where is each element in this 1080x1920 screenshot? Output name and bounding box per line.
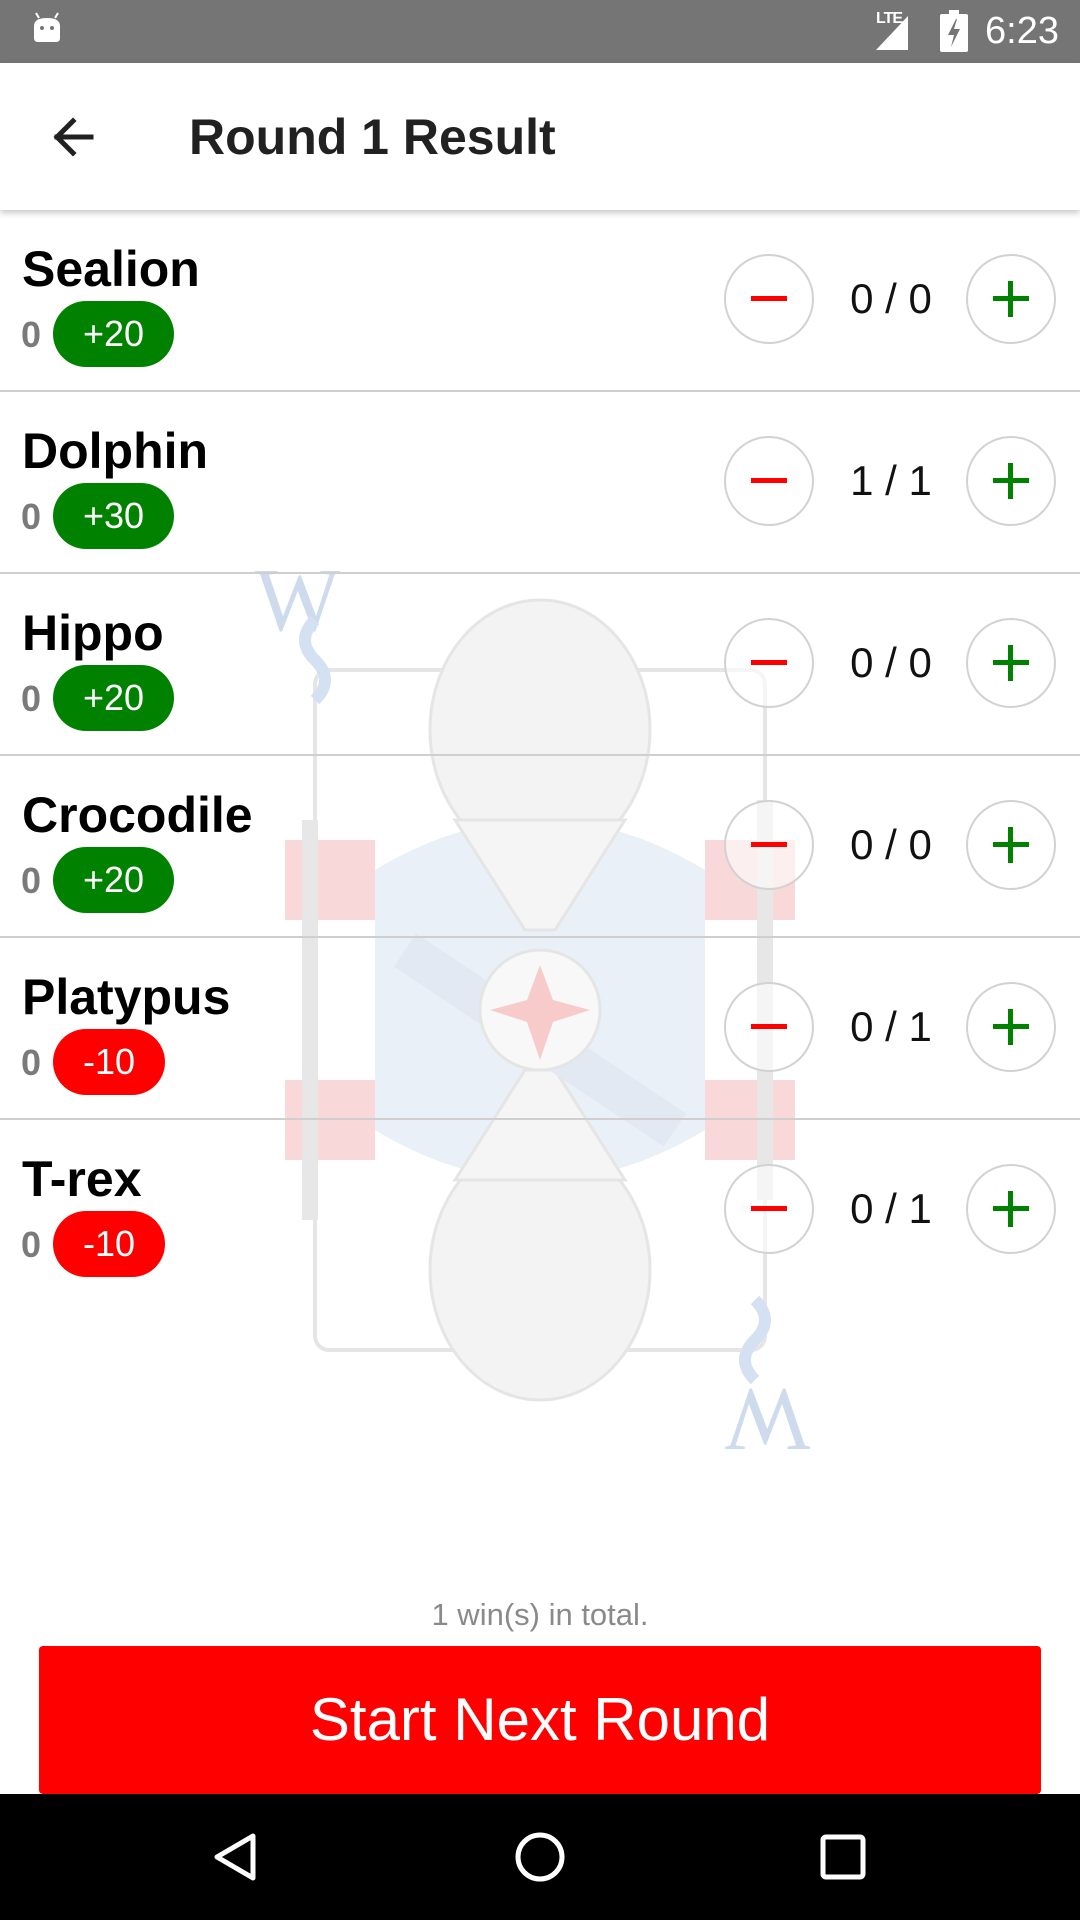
increase-tricks-button[interactable] bbox=[966, 982, 1056, 1072]
start-next-round-button[interactable]: Start Next Round bbox=[39, 1646, 1041, 1794]
signal-icon bbox=[876, 16, 908, 50]
nav-home-button[interactable] bbox=[507, 1824, 573, 1890]
plus-icon bbox=[993, 827, 1029, 863]
decrease-tricks-button[interactable] bbox=[724, 254, 814, 344]
minus-icon bbox=[751, 1024, 787, 1029]
decrease-tricks-button[interactable] bbox=[724, 436, 814, 526]
app-bar: Round 1 Result bbox=[0, 63, 1080, 210]
navigation-bar bbox=[0, 1794, 1080, 1920]
page-title: Round 1 Result bbox=[189, 109, 556, 165]
player-row: Dolphin 0 +30 1 / 1 bbox=[0, 392, 1080, 574]
decrease-tricks-button[interactable] bbox=[724, 982, 814, 1072]
clock: 6:23 bbox=[985, 10, 1059, 52]
score-delta-badge: -10 bbox=[53, 1029, 166, 1095]
plus-icon bbox=[993, 281, 1029, 317]
battery-charging-icon bbox=[940, 10, 968, 52]
player-row: T-rex 0 -10 0 / 1 bbox=[0, 1120, 1080, 1302]
decrease-tricks-button[interactable] bbox=[724, 1164, 814, 1254]
tricks-counter: 1 / 1 bbox=[850, 457, 932, 504]
increase-tricks-button[interactable] bbox=[966, 618, 1056, 708]
player-name: Platypus bbox=[22, 969, 231, 1025]
increase-tricks-button[interactable] bbox=[966, 1164, 1056, 1254]
plus-icon bbox=[993, 463, 1029, 499]
back-button[interactable] bbox=[30, 103, 116, 171]
score-delta-badge: -10 bbox=[53, 1211, 166, 1277]
recents-square-icon bbox=[820, 1834, 866, 1880]
wizard-card-icon: W W bbox=[255, 570, 810, 1450]
decrease-tricks-button[interactable] bbox=[724, 800, 814, 890]
plus-icon bbox=[993, 645, 1029, 681]
player-row: Sealion 0 +20 0 / 0 bbox=[0, 210, 1080, 392]
player-score: 0 bbox=[21, 314, 42, 355]
player-score: 0 bbox=[21, 1042, 42, 1083]
arrow-back-icon bbox=[53, 117, 94, 157]
score-delta-badge: +20 bbox=[53, 301, 175, 367]
player-name: Crocodile bbox=[22, 787, 253, 843]
tricks-counter: 0 / 0 bbox=[850, 639, 932, 686]
minus-icon bbox=[751, 660, 787, 665]
decrease-tricks-button[interactable] bbox=[724, 618, 814, 708]
player-score: 0 bbox=[21, 678, 42, 719]
increase-tricks-button[interactable] bbox=[966, 254, 1056, 344]
status-bar: LTE 6:23 bbox=[0, 0, 1080, 63]
nav-back-button[interactable] bbox=[203, 1824, 269, 1890]
card-letter-bottom: W bbox=[725, 1370, 810, 1450]
home-circle-icon bbox=[515, 1832, 565, 1882]
player-row: Crocodile 0 +20 0 / 0 bbox=[0, 756, 1080, 938]
minus-icon bbox=[751, 478, 787, 483]
tricks-counter: 0 / 0 bbox=[850, 275, 932, 322]
plus-icon bbox=[993, 1191, 1029, 1227]
tricks-counter: 0 / 1 bbox=[850, 1003, 932, 1050]
player-name: T-rex bbox=[22, 1151, 142, 1207]
minus-icon bbox=[751, 842, 787, 847]
increase-tricks-button[interactable] bbox=[966, 436, 1056, 526]
score-delta-badge: +20 bbox=[53, 665, 175, 731]
player-score: 0 bbox=[21, 1224, 42, 1265]
player-name: Hippo bbox=[22, 605, 164, 661]
score-delta-badge: +30 bbox=[53, 483, 175, 549]
network-type-label: LTE bbox=[876, 10, 903, 27]
player-list: Sealion 0 +20 0 / 0 Dolphin 0 +30 1 / 1 bbox=[0, 210, 1080, 1302]
tricks-counter: 0 / 1 bbox=[850, 1185, 932, 1232]
android-debug-icon bbox=[34, 12, 60, 42]
score-delta-badge: +20 bbox=[53, 847, 175, 913]
total-wins-label: 1 win(s) in total. bbox=[431, 1597, 649, 1632]
increase-tricks-button[interactable] bbox=[966, 800, 1056, 890]
card-letter-top: W bbox=[255, 570, 340, 650]
player-row: Hippo 0 +20 0 / 0 bbox=[0, 574, 1080, 756]
back-triangle-icon bbox=[214, 1833, 256, 1881]
player-score: 0 bbox=[21, 860, 42, 901]
nav-recents-button[interactable] bbox=[810, 1824, 876, 1890]
minus-icon bbox=[751, 1206, 787, 1211]
plus-icon bbox=[993, 1009, 1029, 1045]
minus-icon bbox=[751, 296, 787, 301]
player-row: Platypus 0 -10 0 / 1 bbox=[0, 938, 1080, 1120]
player-score: 0 bbox=[21, 496, 42, 537]
tricks-counter: 0 / 0 bbox=[850, 821, 932, 868]
player-name: Dolphin bbox=[22, 423, 209, 479]
player-name: Sealion bbox=[22, 241, 200, 297]
